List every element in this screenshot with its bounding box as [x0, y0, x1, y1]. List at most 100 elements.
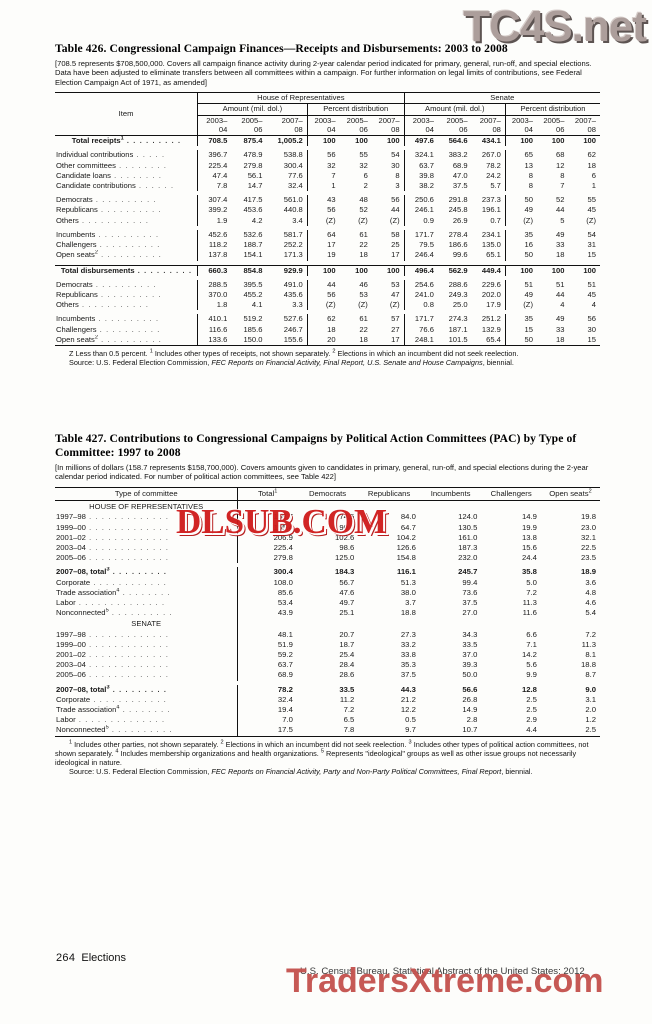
section-label: HOUSE OF REPRESENTATIVES	[89, 502, 204, 512]
cell-value: 18.9	[581, 567, 596, 577]
cell-value: 396.7	[197, 150, 232, 161]
row-label: 2003–04 . . . . . . . . . . . . .	[56, 543, 170, 552]
cell-value: 288.5	[197, 279, 232, 290]
cell-value: 7.2	[526, 587, 537, 597]
cell-value: 32.1	[581, 532, 596, 542]
cell-value: 184.3	[335, 567, 355, 577]
cell-value: 9.7	[358, 725, 420, 737]
table-426-group-house: House of Representatives	[197, 91, 405, 105]
table-427-header-row: Type of committee Total1 Democrats Republic…	[55, 486, 600, 502]
cell-value: 7	[560, 181, 565, 191]
cell-value: 133.6	[197, 334, 232, 346]
table-row: Candidate loans . . . . . . . . 47.4 56.1 7…	[55, 170, 600, 182]
cell-value: 15	[568, 334, 600, 346]
footer-section: Elections	[81, 952, 127, 964]
row-label: Candidate loans . . . . . . . .	[56, 170, 163, 180]
cell-value: 18	[587, 160, 596, 170]
cell-value: 100	[536, 135, 569, 147]
table-426-year-8: 2007– 08	[479, 116, 501, 134]
cell-value: 158.7	[237, 512, 297, 523]
cell-value: 18	[536, 334, 569, 346]
table-row: Republicans . . . . . . . . . . 399.2 453.…	[55, 205, 600, 216]
cell-value: 561.0	[283, 195, 303, 205]
cell-value: 0.7	[490, 215, 501, 225]
cell-value: 1.8	[197, 300, 232, 311]
cell-value: 33.8	[400, 650, 416, 660]
table-426-year-2: 2007– 08	[281, 116, 303, 134]
cell-value: 154.1	[243, 250, 263, 260]
cell-value: 33	[555, 240, 565, 250]
table-row: Republicans . . . . . . . . . . 370.0 455.…	[55, 289, 600, 301]
cell-value: 708.5	[197, 135, 232, 147]
cell-value: 4.1	[251, 300, 263, 310]
cell-value: 73.6	[462, 587, 478, 597]
cell-value: 32.4	[237, 694, 297, 706]
row-label: Corporate . . . . . . . . . . . .	[56, 577, 167, 587]
cell-value: 45	[587, 289, 596, 299]
row-label: Open seats2 . . . . . . . . . .	[55, 334, 198, 346]
cell-value: 25.0	[452, 300, 468, 310]
page-footer: 264 Elections	[56, 952, 126, 964]
cell-value: 187.1	[448, 324, 468, 334]
cell-value: (Z)	[389, 300, 400, 310]
row-label: Others . . . . . . . . . . .	[56, 300, 150, 310]
cell-value: 187.3	[458, 543, 478, 552]
table-row: 2005–06 . . . . . . . . . . . . . 279.8 12…	[55, 553, 600, 564]
cell-value: 8.1	[585, 650, 596, 660]
cell-value: 50	[504, 195, 537, 206]
cell-value: 51.9	[237, 639, 297, 651]
table-426-sub-header-row: Amount (mil. dol.) Percent distribution …	[55, 103, 600, 117]
cell-value: 491.0	[283, 279, 303, 289]
cell-empty	[237, 618, 297, 630]
cell-value: 90.2	[339, 522, 355, 532]
cell-value: 22.5	[581, 543, 596, 552]
table-427-body: HOUSE OF REPRESENTATIVES 1997–98 . . . .…	[55, 500, 600, 737]
table-row: Trade association4 . . . . . . . . 85.6 47…	[55, 587, 600, 599]
cell-value: 875.4	[231, 135, 267, 147]
cell-value: 370.0	[197, 289, 232, 301]
cell-value: 581.7	[283, 229, 303, 239]
cell-value: 56	[391, 195, 400, 205]
table-row: Open seats2 . . . . . . . . . . 133.6 150.…	[55, 334, 600, 346]
cell-value: 49	[555, 229, 565, 239]
cell-value: 1.9	[197, 215, 232, 226]
row-label: Total receipts1 . . . . . . . . .	[55, 135, 198, 147]
cell-value: 5.7	[490, 181, 501, 191]
cell-value: 52	[555, 195, 565, 205]
table-row: Democrats . . . . . . . . . . 288.5 395.5 4…	[55, 279, 600, 290]
cell-value: 100	[339, 135, 372, 147]
table-row: Individual contributions . . . . . 396.7 4…	[55, 150, 600, 161]
cell-value: 116.6	[197, 324, 232, 335]
row-label: Corporate . . . . . . . . . . . .	[56, 694, 167, 704]
cell-value: 49	[504, 205, 537, 216]
cell-value: 8	[504, 181, 537, 192]
cell-value: 20.7	[339, 629, 355, 639]
cell-value: 10.7	[419, 725, 482, 737]
cell-value: 7.0	[237, 715, 297, 726]
row-label: Incumbents . . . . . . . . . .	[56, 229, 160, 239]
table-row: Incumbents . . . . . . . . . . 410.1 519.2…	[55, 314, 600, 325]
cell-value: 12	[555, 160, 565, 170]
cell-value: 13	[504, 160, 537, 171]
table-row: 2005–06 . . . . . . . . . . . . . 68.9 28.…	[55, 670, 600, 681]
cell-value: 2.8	[466, 715, 478, 725]
row-label: 2003–04 . . . . . . . . . . . . .	[56, 660, 170, 670]
cell-value: 56	[306, 289, 340, 301]
row-label: 1997–98 . . . . . . . . . . . . .	[56, 512, 170, 522]
table-427: Type of committee Total1 Democrats Republic…	[55, 486, 600, 737]
cell-value: 171.3	[283, 250, 303, 260]
cell-value: 23.0	[581, 522, 596, 532]
cell-value: 2.5	[540, 725, 600, 737]
cell-value: 100	[504, 135, 537, 147]
cell-value: 57	[391, 314, 400, 324]
table-427-col-4: Incumbents	[419, 486, 482, 502]
cell-value: 48	[359, 195, 368, 205]
cell-value: 0.8	[403, 300, 438, 311]
cell-value: 108.0	[237, 577, 297, 588]
cell-value: 4	[560, 300, 565, 310]
row-label: Nonconnected5 . . . . . . . . . .	[56, 608, 173, 618]
cell-value: 3.3	[292, 300, 303, 310]
cell-value: 18	[359, 250, 368, 260]
cell-value: 44	[555, 205, 565, 215]
cell-value: 62	[306, 314, 340, 325]
